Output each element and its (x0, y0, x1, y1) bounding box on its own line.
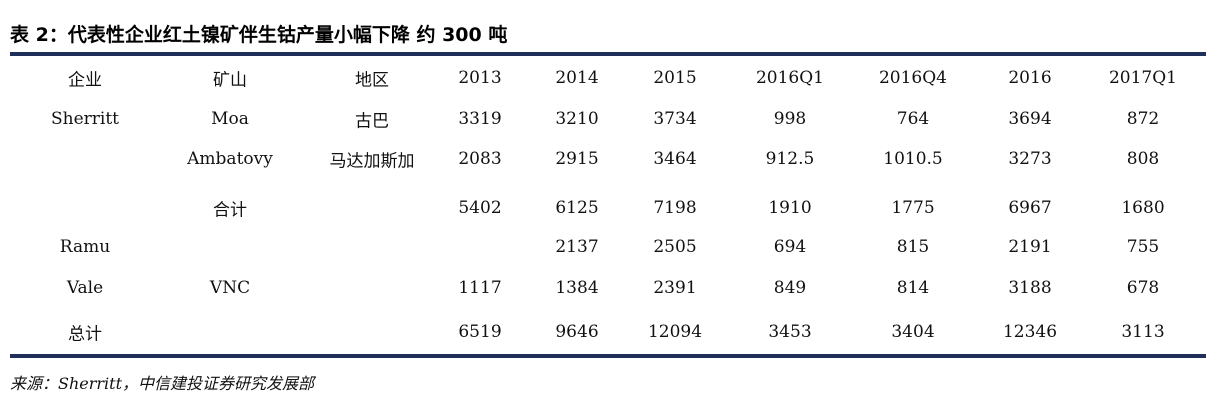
table-cell: 6967 (1008, 198, 1052, 218)
table-cell: 1117 (458, 278, 502, 298)
table-cell: 2137 (555, 237, 599, 257)
header-cell: 2013 (458, 68, 502, 88)
header-cell: 2016 (1008, 68, 1052, 88)
table-cell: Ramu (59, 237, 111, 257)
table-cell: 12094 (647, 322, 703, 342)
table-cell: 815 (896, 237, 930, 257)
table-cell: 3319 (458, 109, 502, 129)
header-cell: 矿山 (213, 70, 247, 91)
table-cell: 872 (1126, 109, 1160, 129)
table-cell: Vale (66, 278, 104, 298)
table-cell: 814 (896, 278, 930, 298)
table-cell: 1680 (1121, 198, 1165, 218)
table-cell: 5402 (458, 198, 502, 218)
table-cell: 2191 (1008, 237, 1052, 257)
table-cell: 2083 (458, 149, 502, 169)
table-cell: 694 (773, 237, 807, 257)
table-cell: 2915 (555, 149, 599, 169)
bottom-rule (10, 354, 1206, 358)
table-cell: 1384 (555, 278, 599, 298)
header-cell: 2014 (555, 68, 599, 88)
table-cell: 总计 (68, 324, 102, 345)
table-cell: 755 (1126, 237, 1160, 257)
table-cell: 3694 (1008, 109, 1052, 129)
table-cell: 849 (773, 278, 807, 298)
table-cell: 3464 (653, 149, 697, 169)
table-cell: 马达加斯加 (329, 151, 415, 172)
table-cell: 1775 (891, 198, 935, 218)
table-cell: 1910 (768, 198, 812, 218)
table-cell: 912.5 (765, 149, 815, 169)
table-cell: 3210 (555, 109, 599, 129)
table-cell: 2391 (653, 278, 697, 298)
table-cell: 3453 (768, 322, 812, 342)
table-cell: 古巴 (355, 111, 389, 132)
table-cell: 3113 (1121, 322, 1165, 342)
table-cell: 合计 (213, 200, 247, 221)
table-cell: 12346 (1002, 322, 1058, 342)
header-cell: 2017Q1 (1108, 68, 1178, 88)
header-cell: 2016Q1 (755, 68, 825, 88)
table-cell: 2505 (653, 237, 697, 257)
header-cell: 2016Q4 (878, 68, 948, 88)
source-note: 来源：Sherritt，中信建投证券研究发展部 (10, 374, 315, 393)
table-cell: Ambatovy (187, 149, 273, 169)
table-cell: 9646 (555, 322, 599, 342)
table-cell: Moa (211, 109, 249, 129)
header-cell: 2015 (653, 68, 697, 88)
table-cell: 808 (1126, 149, 1160, 169)
table-cell: 678 (1126, 278, 1160, 298)
table-cell: 7198 (653, 198, 697, 218)
header-cell: 企业 (68, 70, 102, 91)
table-cell: 3188 (1008, 278, 1052, 298)
table-cell: 3273 (1008, 149, 1052, 169)
header-cell: 地区 (355, 70, 389, 91)
table-cell: 998 (773, 109, 807, 129)
table-cell: 6519 (458, 322, 502, 342)
table-cell: 3734 (653, 109, 697, 129)
table-cell: 3404 (891, 322, 935, 342)
table-title: 表 2：代表性企业红土镍矿伴生钴产量小幅下降 约 300 吨 (10, 24, 508, 46)
table-cell: Sherritt (50, 109, 120, 129)
top-rule (10, 52, 1206, 56)
table-cell: 764 (896, 109, 930, 129)
table-cell: 6125 (555, 198, 599, 218)
table-cell: VNC (209, 278, 251, 298)
table-cell: 1010.5 (883, 149, 943, 169)
